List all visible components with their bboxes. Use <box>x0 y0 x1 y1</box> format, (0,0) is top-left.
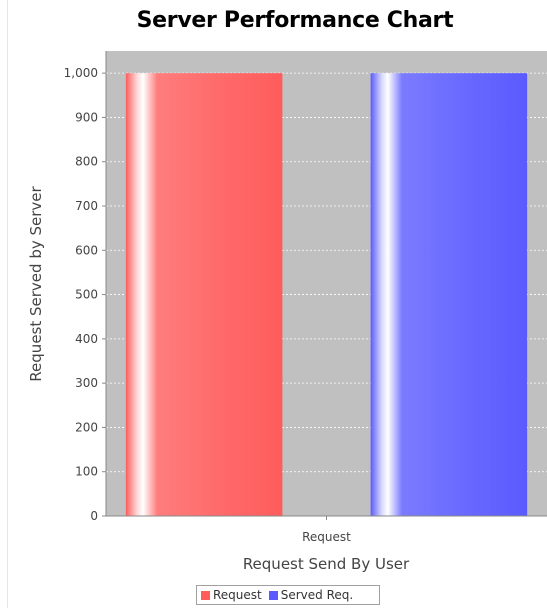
bar-served-req <box>370 73 528 517</box>
y-tick-label: 300 <box>75 376 98 390</box>
legend-item: Served Req. <box>268 588 354 602</box>
y-tick-label: 600 <box>75 243 98 257</box>
y-axis-label: Request Served by Server <box>27 186 45 382</box>
y-tick-label: 1,000 <box>64 66 98 80</box>
x-ticks: Request <box>302 516 351 544</box>
y-tick-label: 500 <box>75 288 98 302</box>
legend-item: Request <box>201 588 262 602</box>
legend-label: Request <box>213 588 262 602</box>
x-axis-label: Request Send By User <box>242 555 410 573</box>
legend: Request Served Req. <box>196 585 380 605</box>
legend-swatch <box>201 590 210 600</box>
legend-swatch <box>268 590 278 600</box>
panel-border <box>7 0 8 608</box>
y-tick-label: 900 <box>75 110 98 124</box>
y-tick-label: 0 <box>90 509 98 523</box>
bars <box>125 73 528 517</box>
y-tick-label: 700 <box>75 199 98 213</box>
chart-title: Server Performance Chart <box>136 8 454 33</box>
bar-request <box>125 73 283 517</box>
y-tick-label: 800 <box>75 155 98 169</box>
y-tick-label: 400 <box>75 332 98 346</box>
x-tick-label: Request <box>302 530 351 544</box>
y-tick-label: 100 <box>75 465 98 479</box>
y-ticks: 0 100 200 300 400 500 600 700 800 900 1,000 <box>64 66 106 523</box>
legend-label: Served Req. <box>280 588 354 602</box>
y-tick-label: 200 <box>75 420 98 434</box>
